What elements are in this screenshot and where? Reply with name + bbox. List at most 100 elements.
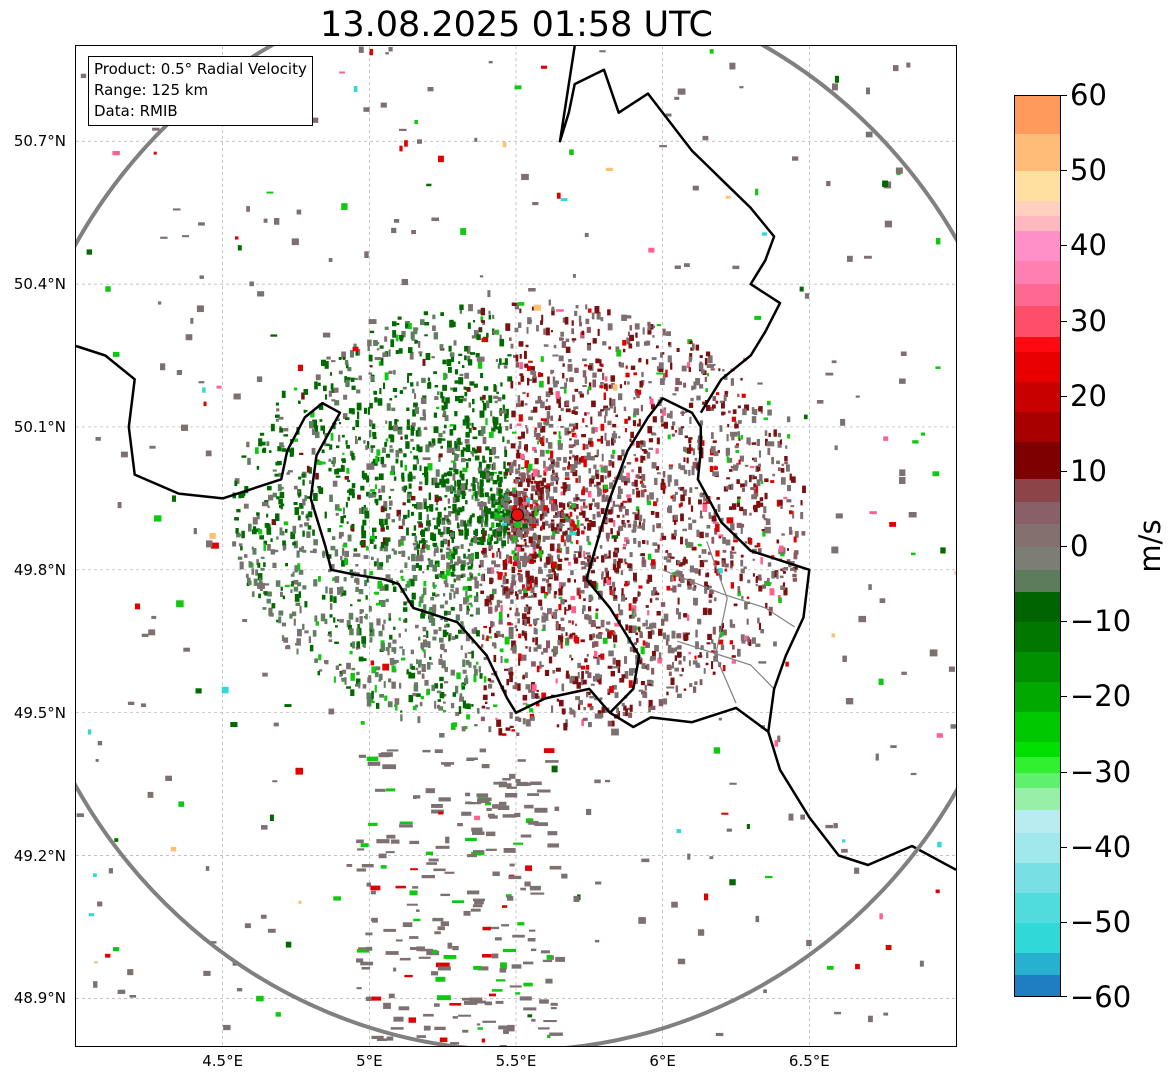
- echo-cell: [409, 352, 414, 360]
- echo-cell: [719, 574, 723, 581]
- echo-cell: [627, 523, 632, 528]
- echo-cell: [314, 615, 318, 622]
- echo-cell: [831, 633, 836, 638]
- echo-cell: [539, 999, 549, 1004]
- echo-cell: [466, 757, 478, 761]
- echo-cell: [522, 561, 527, 568]
- echo-cell: [683, 490, 687, 496]
- echo-cell: [638, 626, 641, 633]
- echo-cell: [244, 923, 251, 929]
- echo-cell: [345, 379, 350, 388]
- echo-cell: [519, 362, 524, 370]
- echo-cell: [678, 562, 683, 567]
- echo-cell: [693, 597, 698, 606]
- echo-cell: [583, 459, 587, 468]
- echo-cell: [716, 392, 720, 396]
- echo-cell: [338, 532, 342, 539]
- echo-cell: [716, 561, 720, 565]
- echo-cell: [448, 549, 452, 552]
- echo-cell: [500, 655, 503, 664]
- echo-cell: [324, 443, 330, 447]
- echo-cell: [895, 167, 903, 174]
- echo-cell: [481, 509, 485, 517]
- echo-cell: [433, 371, 438, 374]
- echo-cell: [88, 913, 95, 917]
- echo-cell: [497, 497, 502, 504]
- echo-cell: [332, 457, 337, 464]
- echo-cell: [705, 662, 709, 666]
- echo-cell: [642, 440, 645, 444]
- echo-cell: [520, 596, 525, 600]
- echo-cell: [778, 597, 782, 604]
- echo-cell: [825, 372, 834, 376]
- echo-cell: [513, 479, 516, 484]
- echo-cell: [785, 445, 788, 449]
- echo-cell: [413, 795, 421, 799]
- echo-cell: [641, 371, 644, 378]
- echo-cell: [767, 400, 771, 406]
- echo-cell: [412, 475, 416, 480]
- echo-cell: [558, 418, 562, 422]
- echo-cell: [441, 660, 446, 669]
- colorbar-tick-mark: [1061, 696, 1067, 698]
- echo-cell: [800, 512, 804, 520]
- echo-cell: [531, 524, 537, 529]
- echo-cell: [626, 580, 630, 586]
- echo-cell: [654, 549, 660, 553]
- echo-cell: [758, 450, 762, 458]
- colorbar-band: [1015, 787, 1060, 811]
- colorbar-band: [1015, 479, 1060, 503]
- echo-cell: [461, 560, 466, 567]
- echo-cell: [267, 544, 271, 551]
- echo-cell: [529, 504, 534, 509]
- echo-cell: [574, 411, 578, 415]
- echo-cell: [756, 479, 761, 487]
- echo-cell: [322, 427, 325, 435]
- echo-cell: [630, 431, 634, 439]
- echo-cell: [325, 586, 328, 594]
- colorbar-band: [1015, 742, 1060, 758]
- echo-cell: [515, 544, 520, 548]
- echo-cell: [519, 505, 524, 510]
- echo-cell: [353, 343, 357, 348]
- echo-cell: [548, 387, 553, 393]
- echo-cell: [406, 493, 411, 498]
- echo-cell: [410, 947, 417, 951]
- echo-cell: [117, 502, 122, 509]
- echo-cell: [581, 608, 585, 615]
- echo-cell: [428, 443, 434, 448]
- echo-cell: [638, 585, 643, 589]
- echo-cell: [601, 711, 604, 718]
- echo-cell: [346, 468, 350, 474]
- echo-cell: [699, 560, 705, 568]
- echo-cell: [610, 528, 613, 535]
- echo-cell: [575, 504, 579, 510]
- echo-cell: [499, 1045, 507, 1046]
- echo-cell: [456, 510, 461, 516]
- echo-cell: [552, 561, 557, 569]
- echo-cell: [523, 961, 534, 965]
- echo-cell: [758, 548, 762, 554]
- echo-cell: [390, 488, 395, 492]
- echo-cell: [519, 490, 524, 495]
- echo-cell: [504, 490, 509, 499]
- echo-cell: [661, 423, 666, 427]
- echo-cell: [730, 378, 734, 386]
- echo-cell: [426, 544, 430, 551]
- echo-cell: [607, 309, 611, 316]
- echo-cell: [518, 441, 522, 449]
- echo-cell: [358, 947, 371, 950]
- echo-cell: [524, 403, 528, 406]
- echo-cell: [497, 397, 502, 402]
- echo-cell: [424, 679, 429, 686]
- echo-cell: [368, 605, 372, 612]
- echo-cell: [555, 678, 558, 684]
- echo-cell: [624, 537, 629, 542]
- echo-cell: [274, 218, 280, 225]
- echo-cell: [526, 365, 532, 371]
- echo-cell: [729, 431, 738, 437]
- echo-cell: [453, 591, 456, 599]
- echo-cell: [369, 622, 374, 630]
- echo-cell: [458, 1014, 472, 1017]
- echo-cell: [678, 503, 682, 508]
